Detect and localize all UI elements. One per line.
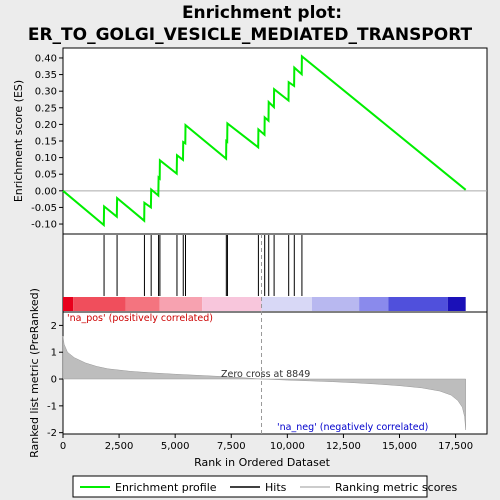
es-y-tick-label: 0.40 [35,53,57,64]
es-y-tick-label: 0.25 [35,103,57,114]
es-y-tick-label: 0.20 [35,120,57,131]
zero-cross-label: Zero cross at 8849 [221,369,310,380]
title-line-1: Enrichment plot: [182,3,342,23]
x-tick-label: 17,500 [438,441,473,452]
es-y-tick-label: 0.00 [35,186,57,197]
hits-ticks [103,235,303,296]
x-tick-label: 0 [60,441,66,452]
x-tick-label: 10,000 [270,441,305,452]
x-tick-label: 7,500 [217,441,246,452]
x-tick-label: 12,500 [326,441,361,452]
x-tick-label: 15,000 [382,441,417,452]
x-axis-label: Rank in Ordered Dataset [194,456,331,469]
metric-y-axis: -2 -1 0 1 2 [47,321,63,439]
metric-y-tick-label: 1 [51,348,57,359]
title-line-2: ER_TO_GOLGI_VESICLE_MEDIATED_TRANSPORT [28,25,473,45]
negative-correlation-label: 'na_neg' (negatively correlated) [277,422,428,433]
legend-metric-label: Ranking metric scores [335,481,457,494]
heatmap-segment [261,297,313,311]
heatmap-segment [359,297,389,311]
metric-y-tick-label: -1 [47,401,57,412]
legend-hits-label: Hits [265,481,287,494]
es-y-axis-label: Enrichment score (ES) [12,80,25,202]
es-y-tick-label: 0.30 [35,87,57,98]
x-tick-label: 5,000 [161,441,190,452]
es-y-axis: -0.10 -0.05 0.00 0.05 0.10 0.15 0.20 0.25 0.30 0.… [31,53,63,231]
es-y-tick-label: -0.10 [31,220,57,231]
legend-enrichment-label: Enrichment profile [115,481,217,494]
heatmap-segment [125,297,160,311]
es-y-tick-label: 0.10 [35,153,57,164]
metric-y-tick-label: 0 [51,375,57,386]
heatmap-segment [73,297,126,311]
x-axis: 0 2,500 5,000 7,500 10,000 12,500 15,000 17,500 [60,434,473,452]
es-y-tick-label: 0.15 [35,137,57,148]
heatmap-segment [447,297,466,311]
es-y-tick-label: 0.05 [35,170,57,181]
enrichment-profile-line [62,54,467,228]
heatmap-segment [202,297,262,311]
legend: Enrichment profile Hits Ranking metric s… [72,475,457,498]
es-y-tick-label: 0.35 [35,70,57,81]
metric-y-tick-label: -2 [47,428,57,439]
heatmap-segment [63,297,74,311]
ranked-heatmap-strip [63,297,466,311]
heatmap-segment [388,297,448,311]
es-panel [62,47,488,235]
heatmap-segment [312,297,360,311]
es-y-tick-label: -0.05 [31,203,57,214]
positive-correlation-label: 'na_pos' (positively correlated) [67,313,213,324]
ranking-metric-area [62,336,466,431]
metric-y-tick-label: 2 [51,321,57,332]
heatmap-segment [159,297,203,311]
metric-y-axis-label: Ranked list metric (PreRanked) [28,288,41,458]
x-tick-label: 2,500 [105,441,134,452]
